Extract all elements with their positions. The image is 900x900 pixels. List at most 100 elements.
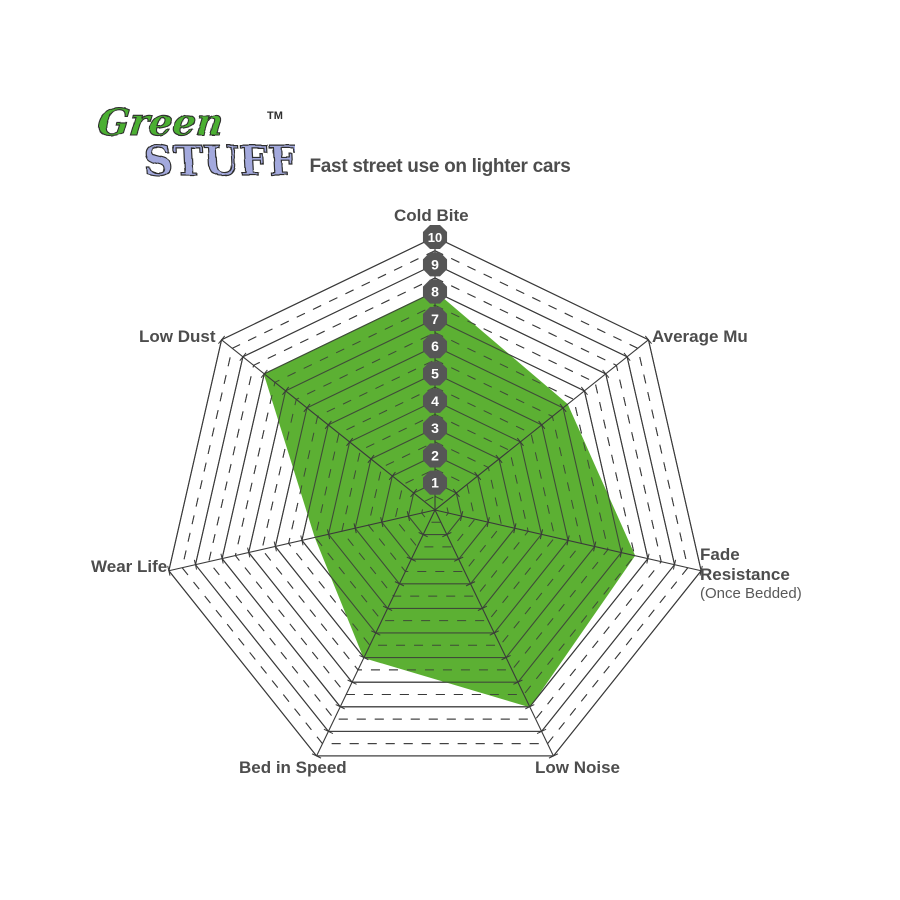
axis-tick bbox=[453, 556, 464, 562]
scale-marker-label: 6 bbox=[431, 338, 439, 354]
axis-tick bbox=[247, 547, 251, 558]
axis-label-fade-resistance: Fade Resistance (Once Bedded) bbox=[700, 545, 802, 603]
axis-tick bbox=[489, 630, 499, 636]
axis-tick bbox=[516, 437, 524, 447]
axis-label-average-mu: Average Mu bbox=[652, 327, 748, 346]
grid-ring-solid bbox=[407, 482, 463, 536]
axis-tick bbox=[359, 654, 369, 661]
axis-tick bbox=[452, 488, 460, 498]
axis-tick bbox=[465, 581, 476, 587]
scale-marker-shape bbox=[422, 279, 448, 304]
axis-tick bbox=[525, 704, 535, 710]
scale-marker-shape bbox=[422, 224, 448, 250]
axis-tick bbox=[300, 535, 304, 546]
axis-tick bbox=[559, 403, 567, 413]
grid-ring-dashed bbox=[394, 468, 476, 548]
grid-ring-solid bbox=[194, 263, 676, 732]
axis-tick bbox=[323, 728, 334, 734]
grid-ring-solid bbox=[327, 400, 543, 609]
axis-tick bbox=[406, 556, 417, 562]
grid-ring-solid bbox=[354, 427, 516, 585]
grid-ring-dashed bbox=[341, 413, 529, 597]
axis-tick bbox=[536, 728, 547, 734]
scale-marker-label: 3 bbox=[431, 420, 439, 436]
chart-title: Fast street use on lighter cars bbox=[309, 156, 571, 177]
scale-marker-label: 10 bbox=[428, 230, 442, 245]
axis-tick bbox=[367, 454, 375, 464]
axis-tick bbox=[388, 471, 396, 481]
axis-label-low-noise: Low Noise bbox=[535, 758, 621, 777]
scale-marker-label: 7 bbox=[431, 311, 439, 327]
scale-marker-shape bbox=[422, 388, 448, 413]
axis-label-fade-line1: Fade bbox=[700, 545, 740, 564]
axis-label-bed-in-speed: Bed in Speed bbox=[239, 758, 347, 777]
axis-tick bbox=[311, 753, 322, 759]
grid-ring-dashed bbox=[421, 495, 449, 523]
axis-tick bbox=[513, 679, 523, 685]
axis-tick bbox=[602, 369, 610, 379]
axis-tick bbox=[353, 523, 357, 534]
axis-tick bbox=[672, 559, 677, 570]
axis-tick bbox=[644, 335, 652, 345]
scale-marker-label: 2 bbox=[431, 447, 439, 463]
axis-tick bbox=[460, 511, 464, 522]
grid-rings-major-overlay bbox=[168, 236, 702, 757]
axis-tick bbox=[538, 420, 546, 430]
axis-tick bbox=[303, 403, 311, 413]
grid-rings-minor-overlay bbox=[181, 250, 689, 745]
axis-tick bbox=[495, 454, 503, 464]
green-stuff-logo: Green STUFF TM bbox=[95, 95, 295, 195]
axis-tick bbox=[548, 753, 559, 759]
axis-tick bbox=[501, 654, 511, 661]
grid-ring-solid bbox=[301, 372, 569, 634]
axis-tick bbox=[380, 517, 384, 528]
axis-tick bbox=[273, 541, 277, 552]
axis-tick bbox=[406, 511, 410, 522]
grid-ring-dashed bbox=[367, 441, 503, 572]
axis-tick bbox=[260, 369, 268, 379]
scale-marker-shape bbox=[422, 334, 448, 359]
axis-tick bbox=[410, 488, 418, 498]
axis-tick bbox=[646, 553, 650, 564]
axis-tick bbox=[193, 559, 198, 570]
scale-marker-shape bbox=[422, 252, 448, 277]
axis-spokes bbox=[167, 236, 703, 759]
grid-ring-dashed bbox=[288, 359, 582, 646]
axis-tick bbox=[593, 541, 597, 552]
axis-label-fade-line2: Resistance bbox=[700, 565, 790, 585]
logo-word-green: Green bbox=[96, 100, 226, 144]
scale-markers: 1 2 3 4 5 6 7 8 9 10 bbox=[422, 224, 448, 495]
logo-artwork: Green STUFF TM bbox=[95, 100, 295, 186]
axis-tick bbox=[486, 517, 490, 528]
axis-tick bbox=[346, 437, 354, 447]
axis-tick bbox=[324, 420, 332, 430]
scale-marker-label: 9 bbox=[431, 256, 439, 272]
axis-tick bbox=[477, 605, 488, 612]
grid-ring-solid bbox=[248, 318, 622, 683]
scale-marker-label: 1 bbox=[431, 475, 439, 491]
axis-tick bbox=[623, 352, 631, 362]
scale-marker-shape bbox=[422, 361, 448, 386]
axis-tick bbox=[282, 386, 290, 396]
axis-label-wear-life: Wear Life bbox=[91, 557, 168, 576]
scale-marker-shape bbox=[422, 443, 448, 468]
axis-tick bbox=[347, 679, 357, 685]
axis-tick bbox=[371, 630, 381, 636]
axis-tick bbox=[382, 605, 393, 612]
axis-tick bbox=[539, 529, 544, 540]
axis-tick bbox=[442, 531, 452, 538]
scale-marker-shape bbox=[422, 470, 448, 495]
axis-tick bbox=[566, 535, 570, 546]
axis-label-cold-bite: Cold Bite bbox=[394, 206, 469, 225]
scale-marker-label: 5 bbox=[431, 366, 439, 382]
axis-tick bbox=[513, 523, 517, 534]
axis-tick bbox=[239, 352, 247, 362]
grid-ring-solid bbox=[168, 236, 702, 757]
scale-marker-label: 4 bbox=[431, 393, 439, 409]
grid-ring-dashed bbox=[208, 277, 662, 720]
logo-word-stuff: STUFF bbox=[142, 136, 295, 185]
axis-tick bbox=[326, 529, 331, 540]
scale-marker-shape bbox=[422, 416, 448, 441]
